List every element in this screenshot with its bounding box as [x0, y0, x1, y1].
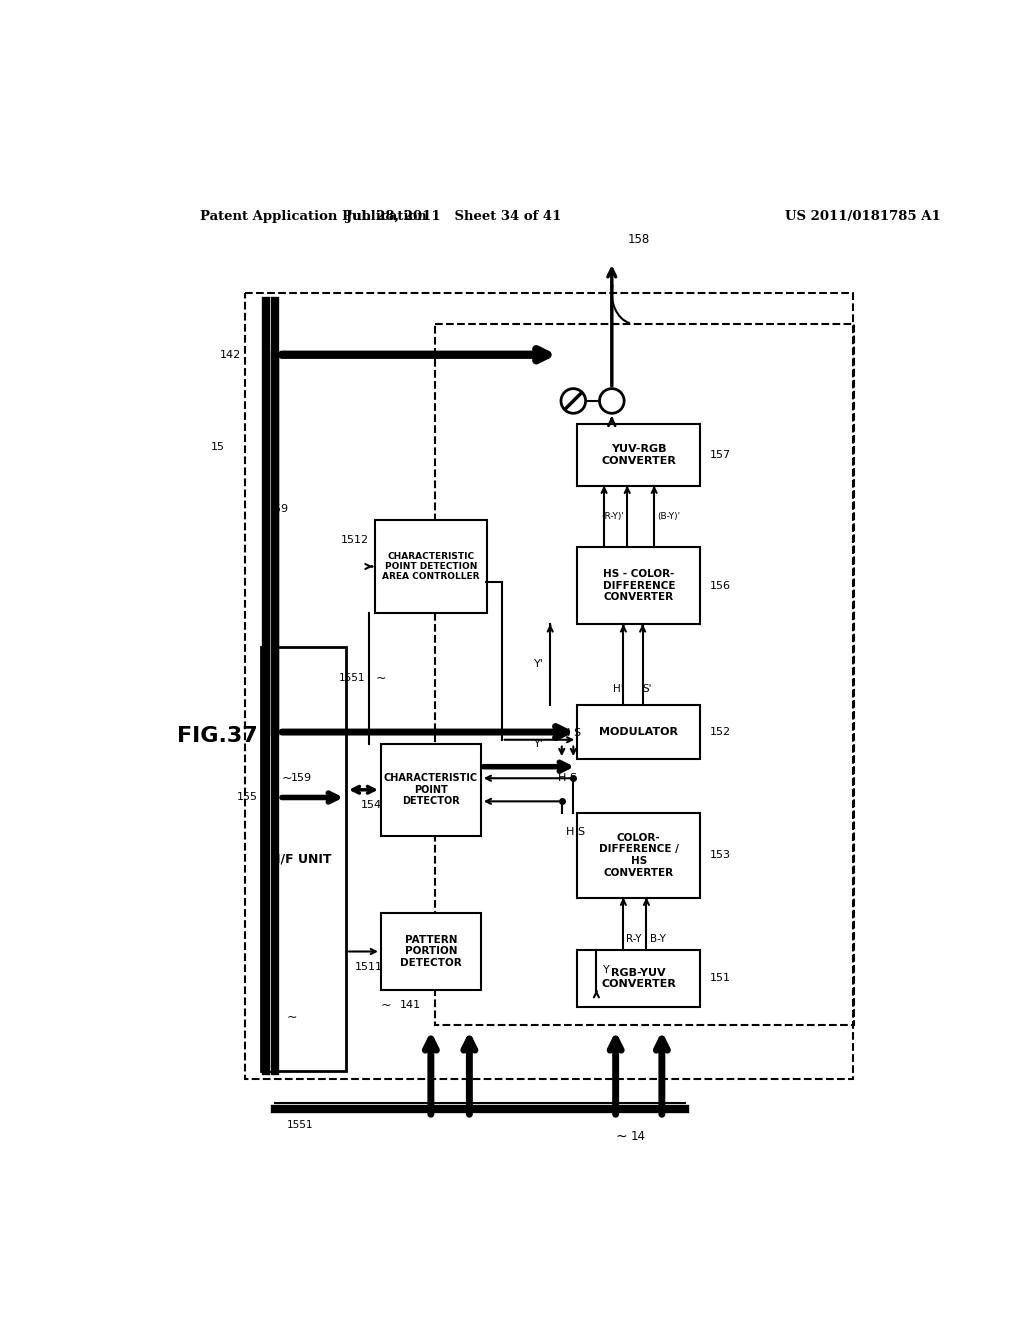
Text: R-Y: R-Y	[627, 935, 642, 944]
Text: ~: ~	[282, 772, 292, 785]
Text: 157: 157	[710, 450, 731, 459]
Text: B-Y: B-Y	[649, 935, 666, 944]
Text: 14: 14	[631, 1130, 646, 1143]
Text: CHARACTERISTIC
POINT DETECTION
AREA CONTROLLER: CHARACTERISTIC POINT DETECTION AREA CONT…	[382, 552, 479, 581]
Text: 142: 142	[219, 350, 241, 360]
Text: Y': Y'	[535, 739, 544, 748]
Text: 156: 156	[710, 581, 730, 591]
Bar	[578, 813, 700, 898]
Text: Jul. 28, 2011   Sheet 34 of 41: Jul. 28, 2011 Sheet 34 of 41	[346, 210, 561, 223]
Text: RGB-YUV
CONVERTER: RGB-YUV CONVERTER	[601, 968, 676, 989]
Text: 1512: 1512	[341, 535, 370, 545]
Text: 155: 155	[237, 792, 258, 803]
Bar	[578, 548, 700, 624]
Text: FIG.37: FIG.37	[177, 726, 257, 746]
Text: 141: 141	[400, 1001, 421, 1010]
Text: 152: 152	[710, 727, 731, 737]
Text: (R-Y)': (R-Y)'	[601, 512, 625, 521]
Bar	[435, 323, 854, 1024]
Text: S: S	[573, 729, 581, 738]
Bar	[268, 301, 273, 1071]
Text: 158: 158	[628, 232, 649, 246]
Bar	[375, 520, 486, 612]
Text: S': S'	[642, 684, 652, 693]
Text: S: S	[569, 774, 577, 783]
Text: Patent Application Publication: Patent Application Publication	[200, 210, 427, 223]
Text: ~: ~	[376, 672, 386, 685]
Bar	[578, 705, 700, 759]
Text: ~: ~	[381, 999, 391, 1012]
Text: S: S	[578, 828, 585, 837]
Text: 154: 154	[361, 800, 382, 810]
Text: YUV-RGB
CONVERTER: YUV-RGB CONVERTER	[601, 444, 676, 466]
Text: 1551: 1551	[287, 1119, 313, 1130]
Text: 1511: 1511	[354, 962, 382, 972]
Bar	[578, 424, 700, 486]
Bar	[578, 949, 700, 1007]
Text: CHARACTERISTIC
POINT
DETECTOR: CHARACTERISTIC POINT DETECTOR	[384, 774, 478, 807]
Bar	[245, 293, 853, 1078]
Text: 159: 159	[291, 774, 312, 783]
Text: US 2011/0181785 A1: US 2011/0181785 A1	[785, 210, 941, 223]
Text: ~: ~	[615, 1130, 628, 1143]
Text: Y: Y	[602, 965, 609, 975]
Text: PATTERN
PORTION
DETECTOR: PATTERN PORTION DETECTOR	[400, 935, 462, 968]
Text: 1551: 1551	[339, 673, 366, 684]
Text: Y': Y'	[535, 659, 544, 669]
Text: 15: 15	[211, 442, 225, 453]
Text: I/F UNIT: I/F UNIT	[276, 853, 332, 866]
Text: COLOR-
DIFFERENCE /
HS
CONVERTER: COLOR- DIFFERENCE / HS CONVERTER	[599, 833, 679, 878]
Text: ~: ~	[287, 1010, 297, 1023]
Text: 153: 153	[710, 850, 730, 861]
Text: H': H'	[613, 684, 624, 693]
Bar	[261, 647, 346, 1071]
Text: H: H	[558, 774, 566, 783]
Text: HS - COLOR-
DIFFERENCE
CONVERTER: HS - COLOR- DIFFERENCE CONVERTER	[602, 569, 675, 602]
Text: (B-Y)': (B-Y)'	[657, 512, 680, 521]
Bar	[381, 743, 481, 836]
Bar	[381, 913, 481, 990]
Text: H: H	[561, 729, 569, 738]
Text: MODULATOR: MODULATOR	[599, 727, 678, 737]
Text: 159: 159	[267, 504, 289, 513]
Text: 151: 151	[710, 973, 730, 983]
Text: H: H	[565, 828, 574, 837]
